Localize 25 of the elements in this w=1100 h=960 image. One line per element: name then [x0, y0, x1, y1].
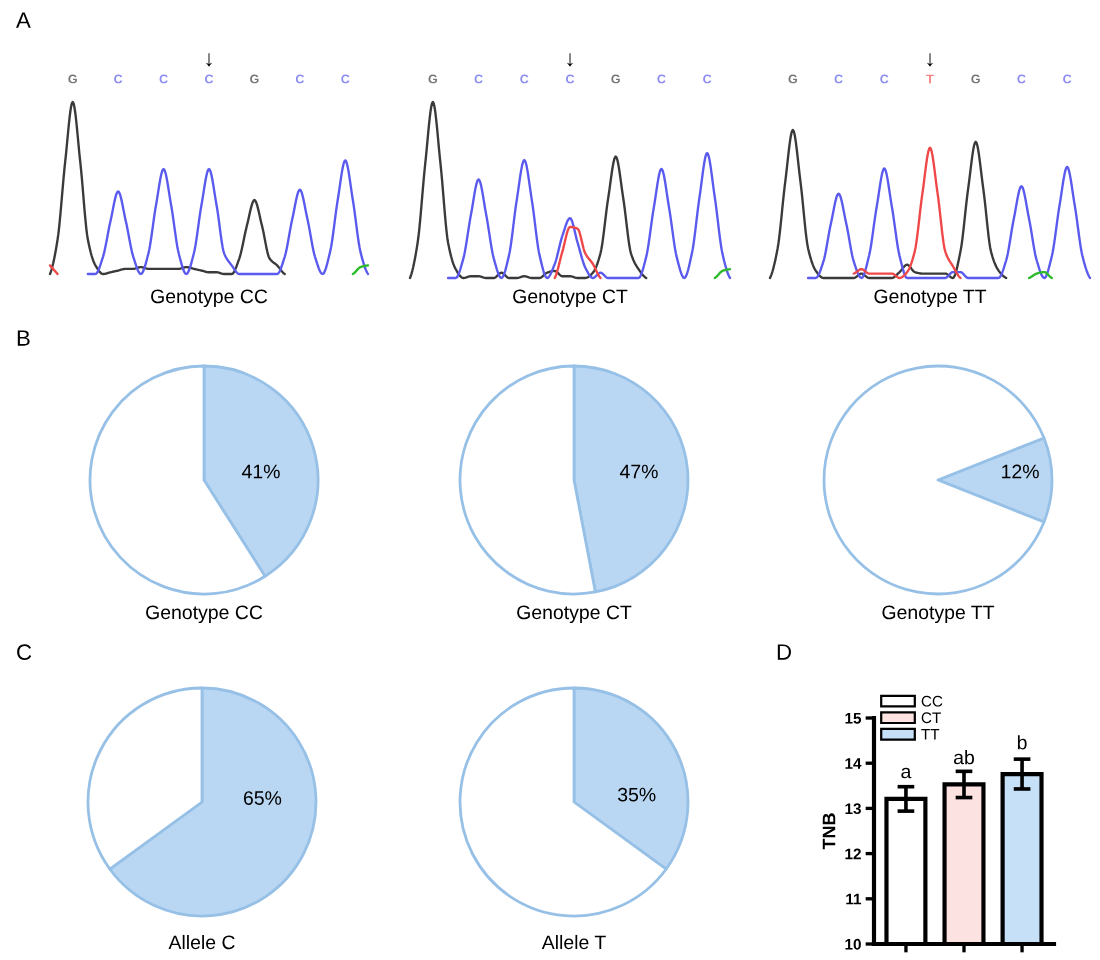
data-label: 41% — [241, 464, 280, 479]
annotation: b — [1017, 735, 1027, 750]
chart-subtitle: D — [777, 644, 791, 660]
annotation: a — [901, 767, 912, 779]
text: Genotype CC — [146, 605, 263, 624]
data-label: 47% — [619, 464, 658, 479]
chart-subtitle: C — [17, 644, 32, 660]
text: Genotype TT — [874, 289, 987, 308]
text: ↓ — [206, 53, 212, 67]
pie-slice — [822, 364, 1046, 596]
data-label: 35% — [617, 787, 656, 802]
text: Genotype TT — [882, 605, 995, 624]
text: Genotype CT — [513, 289, 628, 308]
text: Genotype CT — [517, 605, 632, 624]
y-axis-title: TNB — [822, 813, 836, 850]
annotation: ab — [954, 750, 974, 765]
chart-subtitle: A — [16, 12, 31, 28]
chart-subtitle: B — [17, 330, 30, 346]
text: Allele T — [541, 934, 606, 950]
text: Genotype CC — [151, 289, 268, 308]
data-label: 12% — [1002, 464, 1039, 479]
text: ↓ — [567, 53, 573, 67]
text: ↓ — [927, 53, 933, 67]
text: Allele C — [168, 934, 235, 950]
data-label: 65% — [243, 791, 282, 805]
